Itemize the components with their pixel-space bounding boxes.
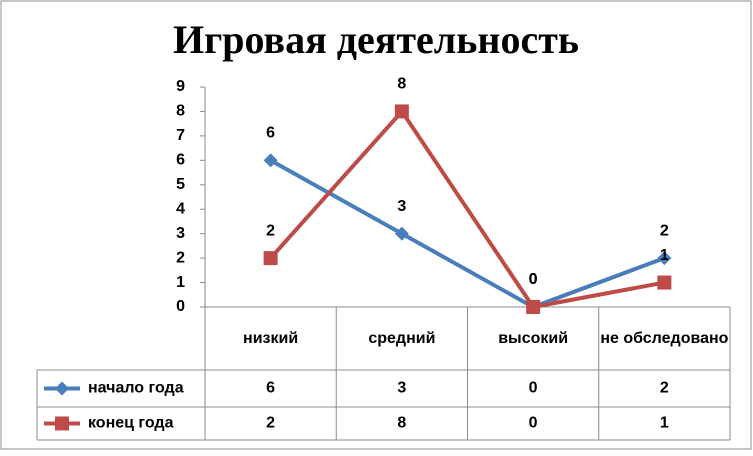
- point-marker: [263, 251, 278, 266]
- point-marker: [263, 153, 278, 168]
- x-tick-label: низкий: [243, 329, 299, 347]
- y-tick-label: 6: [176, 152, 185, 169]
- category-cell: высокий: [498, 329, 569, 347]
- category-cell: не обследовано: [600, 329, 729, 347]
- y-tick-label: 9: [176, 78, 185, 95]
- series-line: [269, 108, 665, 310]
- table-value: 0: [529, 415, 538, 432]
- table-value: 2: [660, 380, 669, 397]
- y-tick-label: 8: [176, 103, 185, 120]
- table-value: 3: [397, 380, 406, 397]
- y-tick-label: 5: [176, 176, 185, 193]
- legend-label: начало года: [88, 380, 184, 397]
- x-tick-label: не обследовано: [600, 329, 729, 347]
- legend-label: конец года: [88, 415, 174, 432]
- y-tick-label: 0: [176, 298, 185, 315]
- point-marker: [657, 251, 672, 266]
- series-line: [269, 158, 666, 310]
- data-label: 0: [529, 271, 538, 288]
- table-value: 0: [529, 380, 538, 397]
- category-cell: низкий: [243, 329, 299, 347]
- category-cell: средний: [368, 329, 436, 347]
- y-tick-label: 4: [176, 200, 185, 217]
- data-label: 3: [397, 198, 406, 215]
- data-label: 2: [266, 222, 275, 239]
- chart-title: Игровая деятельность: [173, 17, 579, 62]
- point-marker: [394, 226, 409, 241]
- point-marker: [657, 275, 672, 290]
- point-marker: [394, 104, 409, 119]
- table-value: 8: [397, 415, 406, 432]
- data-label: 2: [660, 222, 669, 239]
- data-label: 8: [397, 76, 406, 93]
- y-tick-label: 1: [176, 274, 185, 291]
- y-tick-label: 7: [176, 127, 185, 144]
- table-value: 1: [660, 415, 669, 432]
- y-tick-label: 3: [176, 225, 185, 242]
- x-tick-label: средний: [368, 329, 436, 347]
- data-label: 0: [529, 271, 538, 288]
- point-marker: [526, 300, 541, 314]
- legend-marker: [55, 381, 69, 396]
- data-label: 6: [266, 125, 275, 142]
- data-label: 1: [660, 247, 669, 264]
- table-value: 2: [266, 415, 275, 432]
- y-tick-label: 2: [176, 249, 185, 266]
- x-tick-label: высокий: [498, 329, 569, 347]
- table-value: 6: [266, 380, 275, 397]
- legend-marker: [55, 416, 69, 431]
